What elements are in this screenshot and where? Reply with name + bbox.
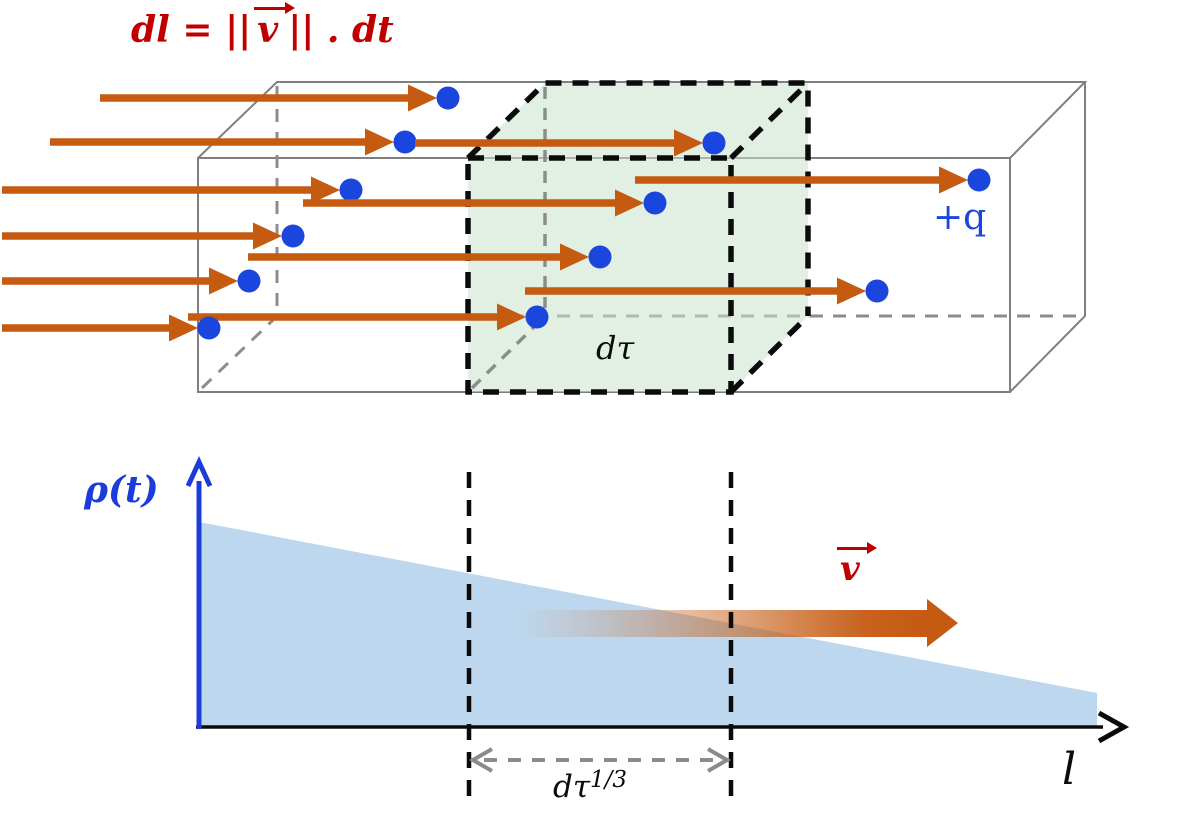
charge-dot <box>643 191 667 215</box>
vector-arrow-bar-icon <box>837 547 869 550</box>
charge-dot <box>702 131 726 155</box>
charge-dot <box>339 178 363 202</box>
y-axis-arrowhead-icon <box>185 455 213 488</box>
length-formula: dl = || v || . dt <box>131 2 394 51</box>
velocity-arrow-shaft <box>518 610 927 637</box>
vector-arrow-head-icon <box>866 542 877 554</box>
charge-dot <box>197 316 221 340</box>
velocity-arrow-head <box>927 599 958 647</box>
volume-label: dτ <box>596 329 635 367</box>
charge-dot <box>525 305 549 329</box>
formula-v-letter: v <box>257 9 279 51</box>
charge-arrow-head-icon <box>560 243 589 271</box>
width-label: dτ1/3 <box>553 769 627 803</box>
charge-dot <box>436 86 460 110</box>
velocity-arrow <box>518 599 958 647</box>
width-measure-arrow <box>469 747 731 773</box>
charge-arrow-head-icon <box>837 277 866 305</box>
y-axis <box>185 455 213 729</box>
charge-dot <box>967 168 991 192</box>
velocity-label-letter: v <box>840 549 860 589</box>
velocity-label: v <box>837 542 877 589</box>
width-label-exponent: 1/3 <box>590 767 628 793</box>
charge-arrow-head-icon <box>209 267 238 295</box>
width-label-base: dτ <box>553 769 590 805</box>
charge-arrow-head-icon <box>408 84 437 112</box>
charge-label: +q <box>933 197 987 238</box>
charge-arrow-head-icon <box>497 303 526 331</box>
charge-arrow-head-icon <box>365 128 394 156</box>
charge-arrow-head-icon <box>674 129 703 157</box>
measure-arrow-right-head-icon <box>706 747 731 773</box>
charge-arrow-head-icon <box>939 166 968 194</box>
charge-arrow-head-icon <box>253 222 282 250</box>
hidden-edge-bottom-left <box>200 318 275 390</box>
cube-hidden-bottom-left <box>470 318 543 390</box>
charge-arrow-head-icon <box>311 176 340 204</box>
velocity-label-vector: v <box>837 542 877 589</box>
charge-dot <box>281 224 305 248</box>
charge-dot <box>393 130 417 154</box>
x-axis-arrowhead-icon <box>1097 710 1130 744</box>
formula-left: dl = || <box>131 9 252 51</box>
x-axis-label: l <box>1062 744 1077 795</box>
velocity-vector-symbol: v <box>254 2 296 51</box>
charge-dot <box>865 279 889 303</box>
cube-top-right-edge <box>729 81 810 160</box>
vector-arrow-bar-icon <box>254 7 288 10</box>
cube-front-face <box>465 155 734 395</box>
cube-top-back-edges <box>466 80 811 316</box>
x-axis <box>196 710 1130 744</box>
outer-box-right-face <box>1009 82 1086 393</box>
charge-dot <box>588 245 612 269</box>
measure-arrow-left-head-icon <box>469 747 494 773</box>
charge-arrow-head-icon <box>615 189 644 217</box>
volume-cube-hidden-edges <box>470 87 547 390</box>
volume-cube-edges <box>465 80 811 395</box>
cube-bottom-right-edge <box>729 314 810 394</box>
vector-arrow-head-icon <box>285 2 296 14</box>
charges-layer <box>2 84 991 342</box>
charge-arrow-head-icon <box>169 314 198 342</box>
y-axis-label: ρ(t) <box>84 469 159 511</box>
charge-dot <box>237 269 261 293</box>
formula-right: || . dt <box>288 9 394 51</box>
